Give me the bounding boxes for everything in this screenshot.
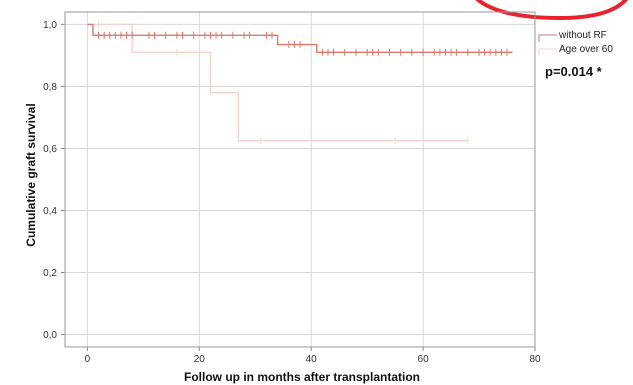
legend-swatch-without-rf (538, 34, 557, 42)
x-tick-label: 60 (418, 354, 430, 365)
x-tick-labels: 0 20 40 60 80 (85, 354, 541, 365)
x-tick-label: 40 (306, 354, 318, 365)
y-tick-label: 0,6 (43, 144, 57, 155)
red-circle-annotation (475, 0, 629, 21)
y-tick-labels: 0,0 0,2 0,4 0,6 0,8 1,0 (43, 20, 57, 341)
x-axis-title: Follow up in months after transplantatio… (184, 370, 420, 384)
legend-label-without-rf: without RF (558, 30, 607, 41)
x-tick-label: 0 (85, 354, 91, 365)
x-tick-label: 20 (194, 354, 206, 365)
curve-age-over-60 (87, 23, 468, 142)
y-tick-label: 0,4 (43, 206, 57, 217)
p-value-annotation: p=0.014 * (545, 64, 603, 79)
axes (61, 11, 536, 351)
legend-label-age-over-60: Age over 60 (559, 44, 613, 55)
curve-without-rf (87, 23, 513, 54)
y-tick-label: 0,0 (43, 330, 57, 341)
y-tick-label: 0,8 (43, 82, 57, 93)
legend: without RF Age over 60 (538, 30, 613, 56)
legend-swatch-age-over-60 (538, 48, 557, 56)
plot-frame (64, 11, 536, 348)
x-tick-label: 80 (529, 354, 541, 365)
y-tick-label: 1,0 (43, 20, 57, 31)
survival-curves (87, 20, 513, 145)
y-tick-label: 0,2 (43, 268, 57, 279)
y-axis-title: Cumulative graft survival (24, 103, 38, 246)
